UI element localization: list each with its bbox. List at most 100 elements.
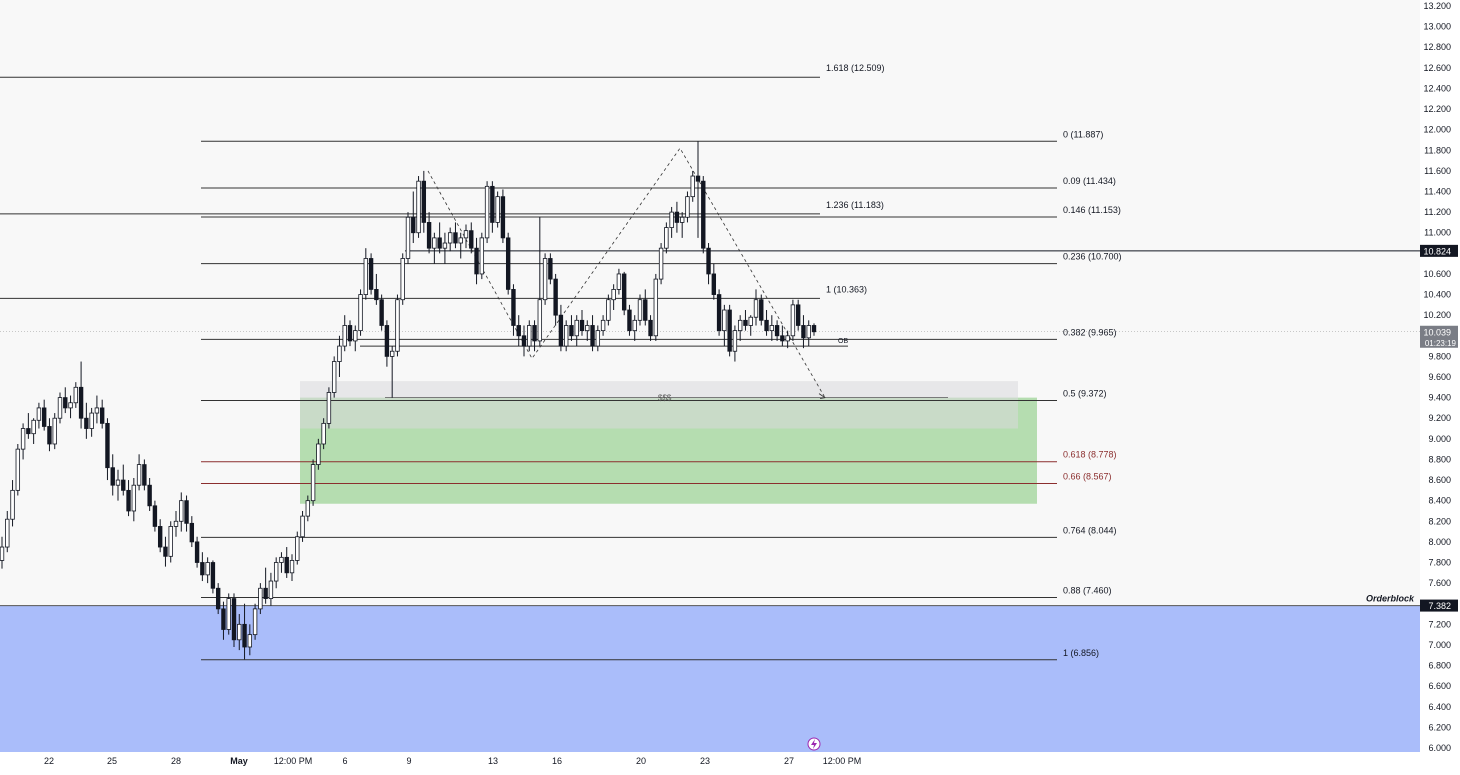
candle-body: [500, 196, 506, 239]
x-tick-label: May: [230, 756, 248, 766]
x-axis[interactable]: 22 25 28 May 12:00 PM 6 9 13 16 20 23 27 12:00 PM: [0, 752, 1420, 770]
candle-body: [447, 232, 453, 244]
candle: [184, 495, 189, 532]
candle-body: [78, 386, 84, 419]
y-tick-label: 12.200: [1423, 104, 1451, 114]
candle-body: [737, 319, 743, 332]
candle: [416, 176, 421, 238]
fib-label: 0.66 (8.567): [1063, 471, 1112, 481]
candle: [68, 395, 73, 419]
candle-body: [389, 350, 395, 357]
candle-body: [479, 237, 485, 275]
candle: [395, 294, 400, 357]
candle-body: [653, 278, 659, 337]
candle-body: [384, 325, 390, 357]
y-tick-label: 13.000: [1423, 22, 1451, 32]
candle-body: [89, 412, 94, 429]
candle: [737, 315, 743, 341]
candle-body: [84, 417, 89, 429]
candle-body: [0, 546, 5, 561]
candle: [548, 253, 553, 285]
y-tick-label: 11.000: [1424, 228, 1451, 238]
candle-body: [722, 309, 727, 332]
candle-body: [716, 294, 722, 332]
y-tick-label: 11.800: [1424, 145, 1451, 155]
candle-body: [679, 216, 685, 223]
candle: [616, 268, 622, 295]
candle: [426, 212, 432, 254]
y-tick-label: 12.600: [1423, 63, 1451, 73]
candle: [78, 361, 84, 429]
candle-body: [300, 515, 305, 538]
candle: [326, 387, 332, 429]
candle: [811, 323, 817, 336]
candle-body: [753, 299, 759, 318]
candle: [131, 477, 137, 522]
candle-body: [442, 242, 448, 249]
x-tick-label: 25: [107, 756, 117, 766]
candle-body: [405, 216, 411, 259]
candle-body: [258, 587, 263, 610]
candle: [537, 217, 543, 347]
candle-body: [711, 273, 717, 295]
fib-label: 0.618 (8.778): [1063, 450, 1117, 460]
candle: [447, 227, 453, 252]
y-tick-label: 11.200: [1424, 207, 1451, 217]
candle-body: [368, 258, 374, 290]
candle-body: [774, 325, 780, 337]
y-axis[interactable]: 13.200 13.000 12.800 12.600 12.400 12.200 12.0…: [1420, 0, 1460, 770]
candle-body: [606, 299, 611, 321]
candle: [590, 315, 595, 352]
candle: [374, 273, 379, 305]
candle: [63, 387, 68, 414]
candle: [632, 315, 637, 341]
candle: [73, 382, 79, 408]
candle-body: [505, 237, 511, 290]
candle: [432, 232, 437, 264]
candle-body: [611, 289, 616, 301]
candle: [273, 557, 279, 589]
candle-body: [342, 325, 347, 347]
candle: [94, 395, 100, 424]
lightning-icon[interactable]: [807, 737, 821, 751]
candle: [790, 299, 796, 341]
candle: [89, 407, 94, 437]
candle: [57, 392, 63, 424]
candle: [152, 500, 158, 532]
candle: [316, 438, 321, 470]
candle: [643, 289, 648, 326]
candle-body: [10, 489, 15, 520]
price-tag: [1420, 244, 1458, 257]
candle-body: [801, 325, 806, 339]
x-tick-label: 9: [406, 756, 411, 766]
candle: [595, 325, 601, 352]
candle-body: [221, 608, 226, 630]
candle-body: [563, 325, 569, 347]
candle: [342, 315, 347, 352]
liquidity-label: $$$: [658, 394, 672, 403]
candle-body: [574, 319, 579, 337]
candle-body: [142, 464, 147, 486]
candle: [743, 310, 748, 331]
candle-body: [527, 325, 532, 347]
candle: [542, 253, 548, 305]
candle: [806, 320, 811, 347]
candle-body: [521, 335, 527, 347]
candle: [163, 536, 168, 567]
candle: [268, 572, 274, 606]
y-tick-label: 9.000: [1428, 434, 1451, 444]
candle-body: [643, 299, 648, 321]
fib-extension-label: 1.618 (12.509): [826, 63, 885, 73]
candle: [759, 294, 764, 326]
candle-body: [421, 180, 427, 223]
candle-body: [284, 556, 289, 574]
y-tick-label: 6.200: [1428, 722, 1451, 732]
arrow-head: [818, 393, 827, 400]
candle: [674, 201, 680, 233]
current-price-label: 10.039: [1423, 327, 1451, 337]
candle: [527, 320, 532, 352]
candle-body: [727, 309, 732, 352]
candle: [511, 284, 516, 336]
